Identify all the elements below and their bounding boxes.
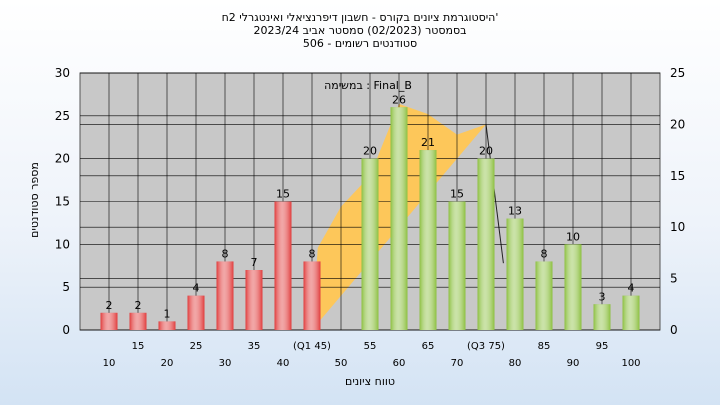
- x-tick-label-upper: 35: [248, 341, 261, 352]
- x-tick-label-lower: 50: [335, 358, 348, 369]
- x-tick-label-upper: 95: [596, 341, 609, 352]
- bar-shine-65: [419, 150, 437, 330]
- bar-label-55: 20: [363, 145, 377, 158]
- x-axis-title: טווח ציונים: [345, 375, 395, 388]
- bar-label-30: 8: [222, 247, 229, 260]
- bar-shine-85: [535, 261, 553, 330]
- y2-tick-label: 20: [670, 117, 685, 131]
- x-tick-label-lower: 10: [103, 358, 116, 369]
- chart-title: היסטוגרמת ציונים בקורס - חשבון דיפרנציאל…: [221, 11, 499, 24]
- bar-label-45: 8: [309, 247, 316, 260]
- x-tick-label-upper: 65: [422, 341, 435, 352]
- bar-label-60: 26: [392, 93, 406, 106]
- bar-shine-45: [303, 261, 321, 330]
- chart-subtitle-students: סטודנטים רשומים - 506: [302, 37, 418, 50]
- bar-shine-15: [129, 312, 147, 330]
- x-tick-label-upper: (Q3 75): [467, 341, 505, 352]
- y-tick-label: 5: [62, 280, 70, 294]
- bar-label-40: 15: [276, 188, 290, 201]
- y-tick-label: 10: [55, 237, 70, 251]
- bar-shine-20: [158, 321, 176, 330]
- bar-shine-80: [506, 218, 524, 330]
- bar-label-25: 4: [193, 282, 200, 295]
- bar-shine-55: [361, 158, 379, 330]
- y2-tick-label: 15: [670, 169, 685, 183]
- bar-label-95: 3: [599, 290, 606, 303]
- bar-shine-40: [274, 201, 292, 330]
- y2-tick-label: 0: [670, 323, 678, 337]
- area-tail-line: [485, 124, 504, 264]
- y-tick-label: 15: [55, 195, 70, 209]
- bar-label-80: 13: [508, 205, 522, 218]
- x-tick-label-lower: 80: [509, 358, 522, 369]
- bar-shine-30: [216, 261, 234, 330]
- bar-shine-90: [564, 244, 582, 330]
- bar-label-10: 2: [106, 299, 113, 312]
- y-tick-label: 0: [62, 323, 70, 337]
- chart-subtitle-semester: בסמסטר (02/2023) סמסטר אביב 2023/24: [253, 24, 467, 37]
- x-tick-label-lower: 100: [621, 358, 640, 369]
- bar-shine-35: [245, 270, 263, 330]
- x-tick-label-upper: 85: [538, 341, 551, 352]
- x-tick-label-lower: 30: [219, 358, 232, 369]
- axis-layer: 0 5 10 15 20 25 30 0 5 10 15 20 25 15 25 35 (Q1 45) 55 65 (…: [55, 66, 686, 369]
- x-tick-label-upper: 15: [132, 341, 145, 352]
- y-tick-label: 25: [55, 109, 70, 123]
- bar-label-20: 1: [164, 307, 171, 320]
- bar-label-15: 2: [135, 299, 142, 312]
- y-tick-label: 30: [55, 66, 70, 80]
- x-tick-label-upper: 25: [190, 341, 203, 352]
- x-tick-label-upper: 55: [364, 341, 377, 352]
- x-tick-label-lower: 20: [161, 358, 174, 369]
- plot-annotation: במשימה : Final_B: [324, 79, 412, 92]
- bar-shine-60: [390, 107, 408, 331]
- x-tick-label-lower: 40: [277, 358, 290, 369]
- x-tick-label-lower: 70: [451, 358, 464, 369]
- x-tick-label-upper: (Q1 45): [293, 341, 331, 352]
- x-tick-label-lower: 90: [567, 358, 580, 369]
- bar-label-85: 8: [541, 247, 548, 260]
- bar-label-35: 7: [251, 256, 258, 269]
- x-tick-label-lower: 60: [393, 358, 406, 369]
- bar-label-90: 10: [566, 230, 580, 243]
- bar-shine-75: [477, 158, 495, 330]
- bar-shine-25: [187, 295, 205, 330]
- bar-label-100: 4: [628, 282, 635, 295]
- y2-tick-label: 25: [670, 66, 685, 80]
- bar-label-75: 20: [479, 145, 493, 158]
- bar-shine-70: [448, 201, 466, 330]
- bar-label-65: 21: [421, 136, 435, 149]
- bar-label-70: 15: [450, 188, 464, 201]
- y-axis-title: מספר סטודנטים: [28, 162, 41, 238]
- y2-tick-label: 10: [670, 220, 685, 234]
- bars-layer: [100, 107, 640, 331]
- bar-shine-10: [100, 312, 118, 330]
- y2-tick-label: 5: [670, 272, 678, 286]
- bar-shine-95: [593, 304, 611, 330]
- bar-shine-100: [622, 295, 640, 330]
- y-tick-label: 20: [55, 152, 70, 166]
